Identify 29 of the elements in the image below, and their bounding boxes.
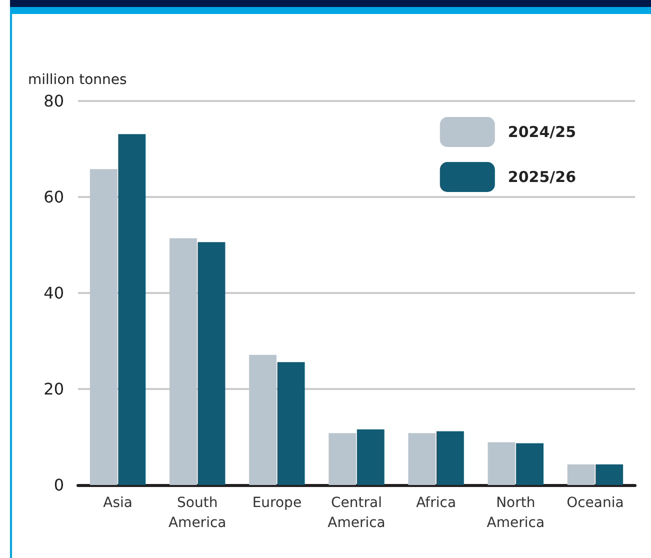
bar (277, 362, 305, 485)
bar (488, 442, 516, 485)
y-tick-label: 60 (44, 188, 64, 206)
x-tick-label: South America (168, 495, 226, 531)
bar (328, 433, 356, 485)
bar (567, 464, 595, 485)
y-tick-label: 40 (44, 284, 64, 302)
bar (408, 433, 436, 485)
bar (249, 354, 277, 485)
x-tick-label: Africa (416, 495, 456, 511)
bar (516, 443, 544, 485)
y-tick-label: 20 (44, 380, 64, 398)
x-tick-label: North America (486, 495, 545, 531)
x-tick-label: Oceania (566, 495, 624, 511)
y-tick-label: 0 (54, 476, 64, 494)
bar (90, 169, 118, 485)
bar (356, 429, 384, 485)
bar (198, 242, 226, 485)
bar (596, 464, 624, 485)
y-tick-label: 80 (44, 92, 64, 110)
x-tick-label: Asia (103, 495, 132, 511)
bar (170, 238, 197, 485)
legend-label: 2025/26 (508, 168, 576, 186)
y-axis-title: million tonnes (28, 72, 127, 88)
x-tick-label: Europe (252, 495, 302, 511)
bar (436, 431, 464, 485)
bar (118, 134, 146, 485)
x-tick-label: Central America (328, 495, 386, 531)
legend-label: 2024/25 (508, 123, 576, 141)
